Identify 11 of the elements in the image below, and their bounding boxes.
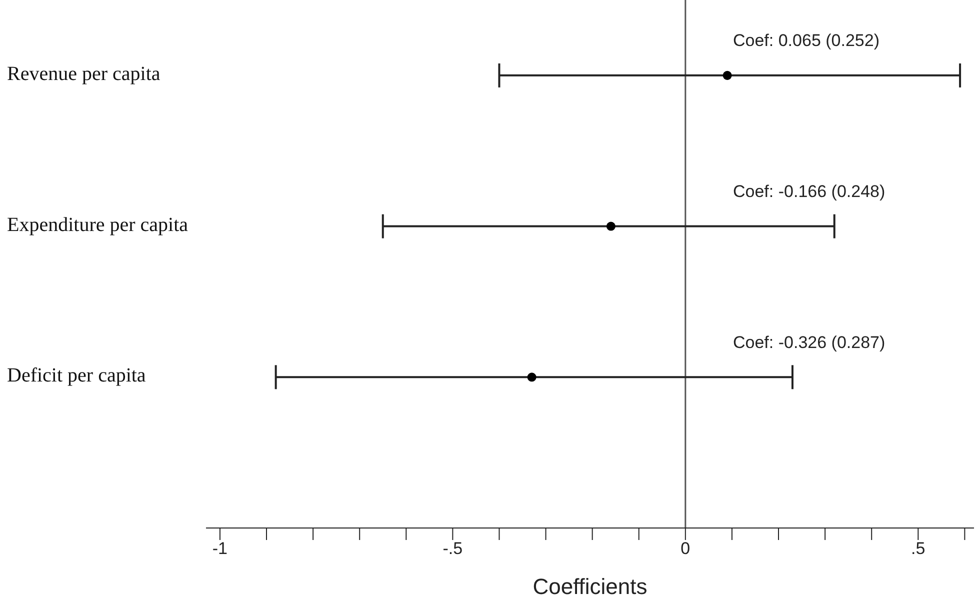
y-tick-label: Expenditure per capita <box>7 214 188 236</box>
x-tick-label: .5 <box>911 539 926 558</box>
annotation: Coef: -0.326 (0.287) <box>733 333 886 354</box>
y-tick-label: Revenue per capita <box>7 63 160 86</box>
y-tick-label: Deficit per capita <box>7 364 146 387</box>
x-tick-label: -1 <box>212 539 228 558</box>
x-axis-title: Coefficients <box>532 574 648 596</box>
annotation: Coef: 0.065 (0.252) <box>733 31 880 52</box>
x-tick-label: -.5 <box>442 539 463 558</box>
annotation: Coef: -0.166 (0.248) <box>733 182 886 202</box>
x-tick-label: 0 <box>680 539 690 558</box>
